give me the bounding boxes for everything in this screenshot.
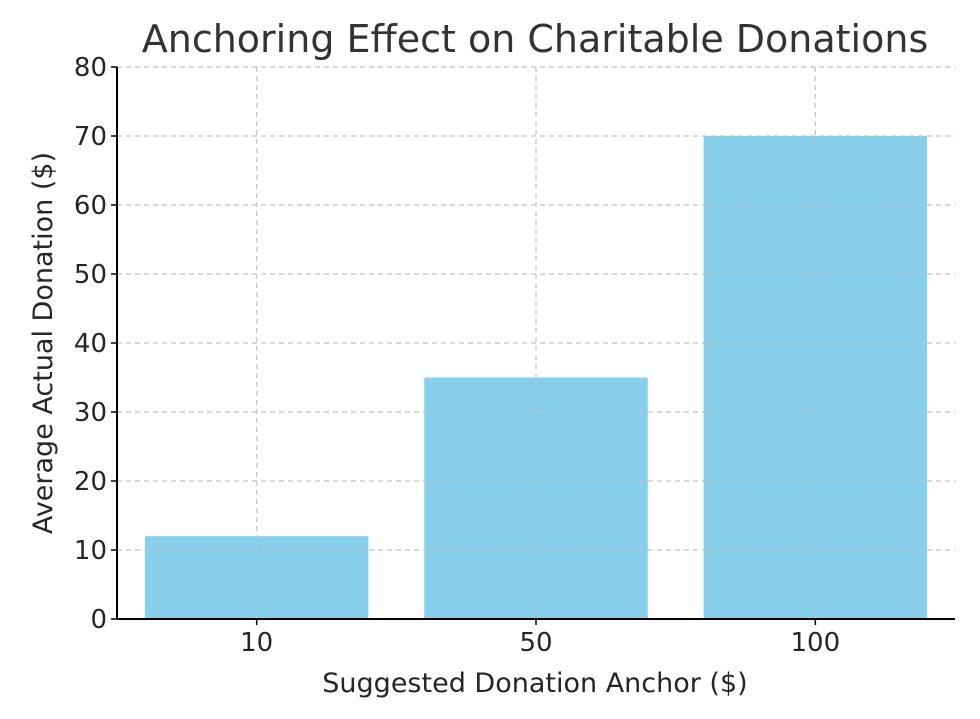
tick-labels: 0 10 20 30 40 50 60 70 80 10 50 100 (74, 53, 840, 658)
y-tick-label: 10 (74, 536, 107, 566)
x-axis-label: Suggested Donation Anchor ($) (322, 668, 747, 699)
x-tick-label: 100 (791, 628, 841, 658)
y-tick-label: 50 (74, 260, 107, 290)
y-tick-label: 70 (74, 122, 107, 152)
y-tick-label: 20 (74, 467, 107, 497)
chart-title: Anchoring Effect on Charitable Donations (142, 17, 929, 61)
y-tick-label: 30 (74, 398, 107, 428)
bar-50 (424, 377, 648, 619)
y-tick-label: 60 (74, 191, 107, 221)
bars (117, 66, 955, 619)
x-tick-label: 10 (240, 628, 273, 658)
x-tick-label: 50 (519, 628, 552, 658)
y-tick-label: 80 (74, 53, 107, 83)
y-tick-label: 40 (74, 329, 107, 359)
axes (111, 66, 955, 625)
y-tick-label: 0 (90, 605, 107, 635)
y-axis-label: Average Actual Donation ($) (28, 152, 59, 534)
